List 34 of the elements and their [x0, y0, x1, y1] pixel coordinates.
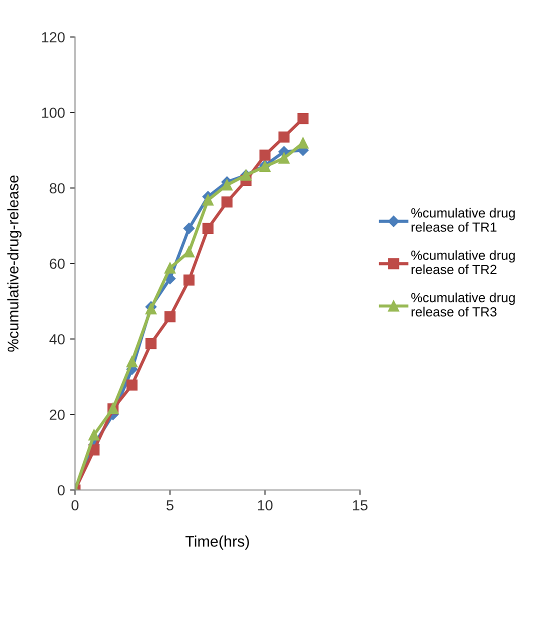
- y-tick-label: 100: [42, 108, 65, 118]
- x-tick-label: 0: [72, 500, 78, 510]
- point: [221, 179, 233, 191]
- point: [88, 429, 100, 440]
- y-tick-label: 80: [50, 183, 65, 194]
- x-axis-title: Time(hrs): [185, 536, 249, 550]
- point: [126, 380, 138, 391]
- x-tick-label: 10: [258, 500, 273, 510]
- point: [278, 152, 290, 164]
- legend-label: %cumulative drug release of TR3: [411, 292, 515, 316]
- y-tick-label: 0: [58, 485, 65, 496]
- legend-label: %cumulative drug release of TR2: [411, 250, 515, 274]
- legend-label: %cumulative drug release of TR1: [411, 208, 515, 232]
- point: [183, 222, 195, 234]
- point: [145, 338, 157, 350]
- point: [183, 274, 195, 286]
- x-tick-label: 15: [353, 500, 368, 510]
- point: [278, 131, 290, 143]
- point: [183, 246, 195, 258]
- x-tick-label: 5: [166, 500, 174, 510]
- y-tick-label: 60: [50, 258, 65, 269]
- point: [297, 112, 309, 124]
- point: [164, 311, 176, 322]
- y-tick-label: 20: [50, 410, 65, 420]
- point: [297, 138, 309, 149]
- point: [259, 150, 271, 161]
- point: [164, 262, 176, 274]
- point: [202, 222, 214, 234]
- y-tick-label: 40: [49, 334, 65, 344]
- point: [126, 356, 138, 368]
- point: [202, 194, 214, 206]
- point: [221, 196, 233, 208]
- y-axis-title: %cumulative-drug-release: [7, 175, 22, 352]
- y-tick-label: 120: [42, 32, 65, 42]
